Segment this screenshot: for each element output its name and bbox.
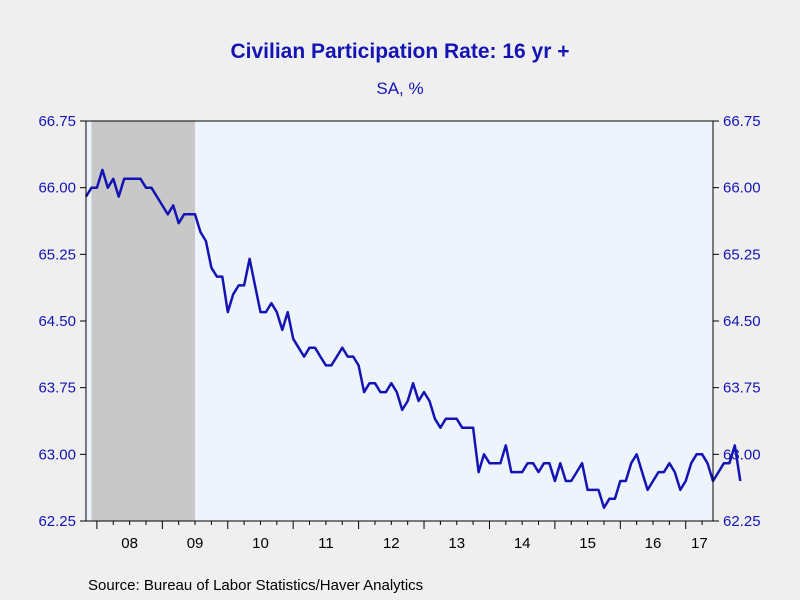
y-tick-label-right: 64.50	[723, 313, 761, 330]
y-tick-label-left: 66.00	[38, 180, 76, 197]
y-tick-label-right: 63.75	[723, 380, 761, 397]
x-tick-label: 12	[383, 535, 400, 552]
y-tick-label-right: 63.00	[723, 446, 761, 463]
x-tick-label: 16	[645, 535, 662, 552]
x-tick-label: 09	[187, 535, 204, 552]
x-tick-label: 08	[121, 535, 138, 552]
y-tick-label-right: 65.25	[723, 246, 761, 263]
y-tick-label-right: 62.25	[723, 513, 761, 530]
y-tick-label-left: 63.00	[38, 446, 76, 463]
y-tick-label-left: 63.75	[38, 380, 76, 397]
y-tick-label-right: 66.75	[723, 113, 761, 130]
y-tick-label-left: 65.25	[38, 246, 76, 263]
chart-subtitle: SA, %	[376, 79, 424, 98]
y-tick-label-left: 62.25	[38, 513, 76, 530]
axis-labels: 66.75 66.75 66.00 66.00 65.25 65.25 64.50 64.50…	[38, 113, 760, 552]
x-tick-label: 14	[514, 535, 531, 552]
x-tick-label: 10	[252, 535, 269, 552]
chart-title: Civilian Participation Rate: 16 yr +	[230, 40, 570, 63]
y-tick-label-left: 66.75	[38, 113, 76, 130]
x-tick-label: 13	[448, 535, 465, 552]
x-tick-label: 11	[318, 535, 334, 552]
plot-frame	[85, 120, 714, 522]
source-note: Source: Bureau of Labor Statistics/Haver…	[88, 577, 424, 594]
x-tick-label: 15	[579, 535, 596, 552]
axis-ticks	[80, 120, 719, 529]
x-tick-label: 17	[691, 535, 708, 552]
y-tick-label-left: 64.50	[38, 313, 76, 330]
series-line	[84, 168, 742, 509]
y-tick-label-right: 66.00	[723, 180, 761, 197]
